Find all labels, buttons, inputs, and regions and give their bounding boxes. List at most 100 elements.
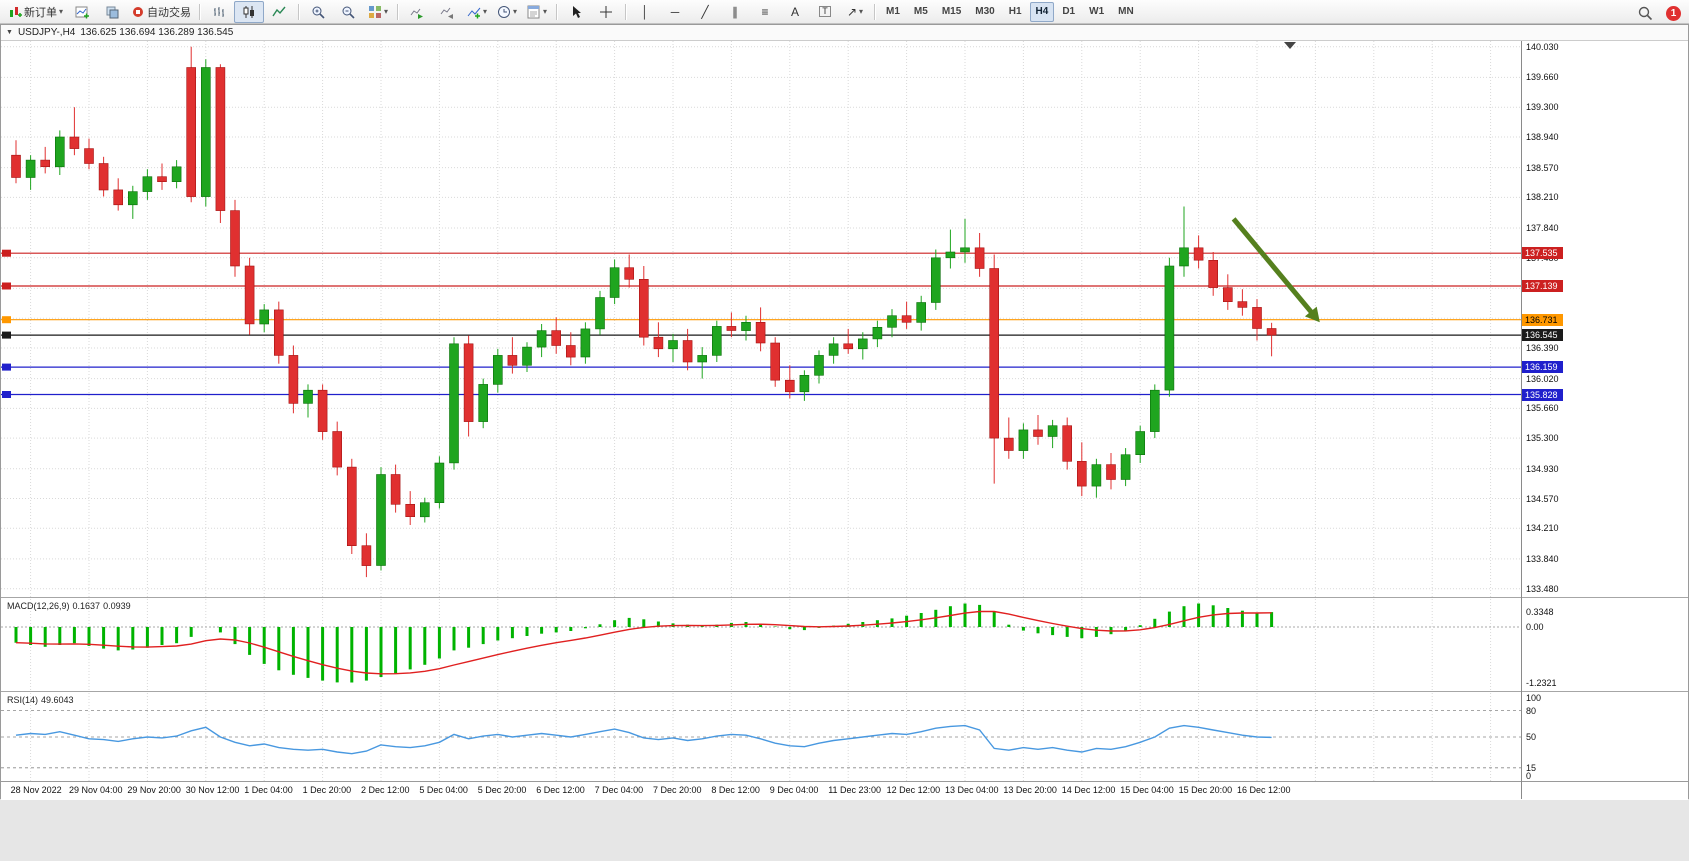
price-axis-label: 136.390	[1526, 343, 1559, 353]
hline-handle	[2, 331, 11, 339]
candle	[186, 67, 196, 197]
crosshair-button[interactable]	[591, 1, 621, 23]
candle	[522, 346, 532, 366]
time-label: 15 Dec 04:00	[1120, 785, 1174, 795]
zoom-out-icon	[342, 6, 355, 19]
line-chart-button[interactable]	[264, 1, 294, 23]
panel-separator[interactable]	[1, 597, 1688, 598]
price-axis-label: 133.480	[1526, 583, 1559, 594]
chart-title: USDJPY-,H4	[17, 27, 76, 38]
tile-windows-button[interactable]: ▾	[363, 1, 393, 23]
hline-handle	[2, 391, 11, 398]
price-tag-136.731: 136.731	[1522, 313, 1563, 326]
periods-button[interactable]: ▾	[492, 1, 522, 23]
indicators-button[interactable]: ▾	[462, 1, 492, 23]
timeframe-button-w1[interactable]: W1	[1089, 6, 1105, 17]
candle	[887, 315, 897, 328]
time-label: 29 Nov 04:00	[69, 785, 123, 795]
zoom-out-button[interactable]	[333, 1, 363, 23]
toolbar-separator	[397, 3, 399, 20]
candle	[916, 302, 927, 323]
candle	[25, 159, 36, 178]
candle	[872, 326, 883, 340]
price-tag-137.139: 137.139	[1522, 280, 1563, 292]
notification-badge[interactable]: 1	[1666, 5, 1681, 21]
candle	[1047, 425, 1058, 437]
candlestick-chart-button[interactable]	[234, 0, 265, 23]
candle	[303, 389, 313, 404]
candle	[1091, 464, 1102, 487]
chart-titlebar[interactable]: ▼ USDJPY-,H4 136.625 136.694 136.289 136…	[1, 25, 1688, 41]
candle	[770, 342, 781, 381]
fibonacci-button[interactable]: ≡	[750, 1, 780, 23]
rsi-canvas[interactable]	[1, 693, 1521, 781]
candle	[1062, 425, 1072, 462]
candle	[595, 297, 605, 330]
channel-button[interactable]: ∥	[720, 1, 750, 23]
zoom-in-icon	[312, 6, 325, 19]
price-axis-label: 133.840	[1526, 553, 1559, 564]
candle	[288, 355, 299, 404]
profiles-button[interactable]	[97, 1, 127, 23]
macd-canvas[interactable]	[1, 599, 1521, 691]
chevron-down-icon: ▾	[859, 7, 864, 16]
timeframe-button-mn[interactable]: MN	[1118, 6, 1134, 17]
templates-button[interactable]: ▾	[522, 1, 552, 23]
trendline-button[interactable]: ╱	[690, 1, 720, 23]
time-axis[interactable]: 28 Nov 2022 29 Nov 04:00 29 Nov 20:00 30 No…	[1, 781, 1688, 800]
bar-chart-icon	[214, 6, 225, 17]
price-axis-label: 138.570	[1526, 162, 1559, 173]
candle	[1179, 247, 1189, 267]
chart-shift-button[interactable]	[432, 1, 462, 23]
horizontal-line-button[interactable]: ─	[660, 1, 690, 23]
candle	[128, 191, 138, 206]
autotrading-icon	[133, 6, 144, 17]
candle	[989, 268, 1000, 439]
candle	[638, 279, 649, 338]
candle	[332, 431, 343, 468]
autotrading-button[interactable]: 自动交易	[127, 1, 195, 23]
timeframe-button-m15[interactable]: M15	[941, 6, 962, 17]
candle	[1208, 260, 1218, 288]
candle	[69, 136, 80, 149]
hline-handle	[2, 363, 11, 371]
collapse-icon[interactable]: ▼	[6, 29, 13, 36]
vertical-line-button[interactable]: │	[630, 1, 660, 23]
timeframe-button-h1[interactable]: H1	[1008, 6, 1022, 17]
candle	[142, 176, 153, 192]
new-order-button[interactable]: 新订单 ▾	[4, 1, 67, 23]
indicators-icon	[467, 7, 481, 18]
new-chart-button[interactable]	[67, 1, 97, 23]
timeframe-button-m30[interactable]: M30	[975, 6, 995, 17]
time-label: 5 Dec 20:00	[477, 785, 527, 795]
timeframe-button-m1[interactable]: M1	[886, 6, 900, 17]
price-chart-canvas[interactable]	[1, 41, 1521, 597]
price-axis[interactable]: 140.030 139.660 139.300 138.940 138.570 138.2…	[1522, 41, 1688, 799]
chevron-down-icon: ▾	[59, 7, 64, 16]
search-button[interactable]	[1630, 2, 1660, 24]
macd-axis-label: 0.3348	[1526, 606, 1554, 617]
panel-separator[interactable]	[1, 691, 1688, 692]
text-label-button[interactable]: T	[810, 1, 840, 23]
timeframe-button-h4[interactable]: H4	[1029, 1, 1055, 22]
candle	[930, 257, 941, 303]
arrows-button[interactable]: ↗ ▾	[840, 1, 870, 23]
bar-chart-button[interactable]	[204, 1, 234, 23]
timeframe-button-m5[interactable]: M5	[913, 6, 928, 17]
toolbar-separator	[199, 3, 201, 20]
timeframe-button-d1[interactable]: D1	[1062, 6, 1076, 17]
candle	[478, 384, 489, 422]
new-order-icon	[10, 6, 22, 17]
chevron-down-icon: ▾	[543, 7, 548, 16]
candle	[507, 355, 518, 366]
rsi-axis-label: 15	[1526, 762, 1537, 773]
zoom-in-button[interactable]	[303, 1, 333, 23]
timeframe-group: M1 M5 M15 M30 H1 H4 D1 W1 MN	[879, 1, 1141, 22]
auto-scroll-button[interactable]	[402, 1, 432, 23]
trend-arrow	[1231, 217, 1317, 318]
text-button[interactable]: A	[780, 1, 810, 23]
candle	[1120, 454, 1131, 480]
candle	[755, 321, 766, 344]
candle	[960, 247, 970, 253]
cursor-button[interactable]	[561, 1, 591, 23]
